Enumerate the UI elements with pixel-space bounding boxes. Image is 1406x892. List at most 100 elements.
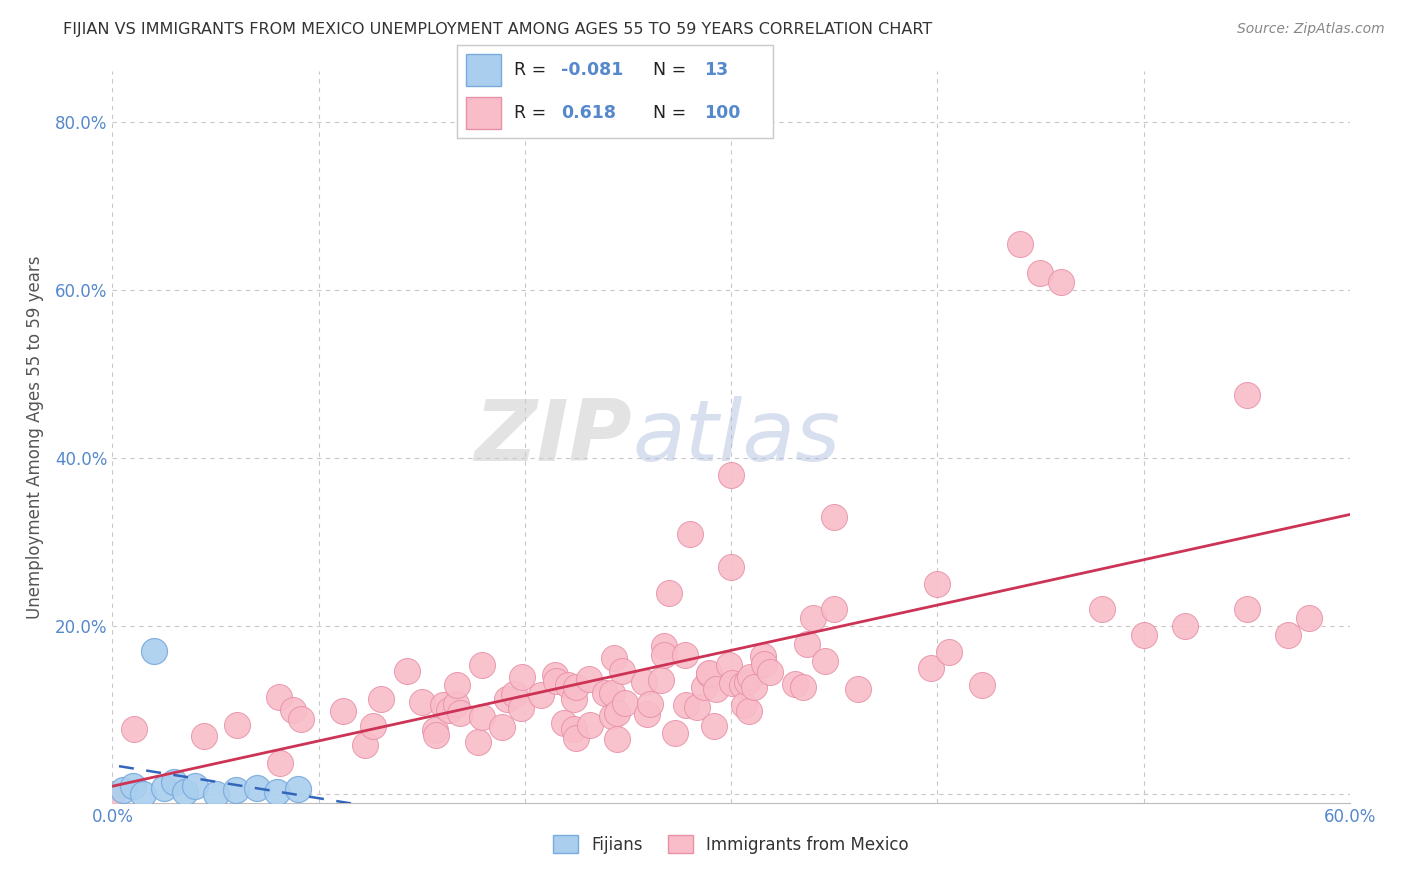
Point: [1236, 388, 1258, 402]
Point: [600, 709, 623, 723]
Text: N =: N =: [652, 104, 692, 122]
Point: [814, 654, 837, 668]
Point: [471, 710, 494, 724]
Point: [225, 783, 247, 797]
Point: [578, 718, 600, 732]
Point: [650, 673, 672, 687]
Point: [1091, 602, 1114, 616]
Point: [530, 689, 553, 703]
Point: [510, 670, 533, 684]
Point: [578, 672, 600, 686]
Point: [697, 667, 720, 681]
Point: [752, 657, 775, 671]
Point: [633, 675, 655, 690]
Point: [425, 728, 447, 742]
Point: [721, 676, 744, 690]
Point: [553, 716, 575, 731]
FancyBboxPatch shape: [467, 97, 502, 129]
Point: [703, 719, 725, 733]
Point: [446, 697, 468, 711]
Point: [742, 681, 765, 695]
Point: [423, 723, 446, 737]
Point: [610, 664, 633, 678]
Point: [673, 648, 696, 662]
Text: 13: 13: [704, 61, 728, 78]
Point: [699, 666, 721, 681]
Point: [846, 682, 869, 697]
Point: [1050, 275, 1073, 289]
Point: [411, 695, 433, 709]
Point: [603, 650, 626, 665]
Point: [290, 712, 312, 726]
Text: FIJIAN VS IMMIGRANTS FROM MEXICO UNEMPLOYMENT AMONG AGES 55 TO 59 YEARS CORRELAT: FIJIAN VS IMMIGRANTS FROM MEXICO UNEMPLO…: [63, 22, 932, 37]
Point: [163, 774, 186, 789]
Text: 0.618: 0.618: [561, 104, 616, 122]
Point: [730, 677, 752, 691]
Point: [509, 701, 531, 715]
Point: [738, 704, 761, 718]
Point: [675, 698, 697, 712]
Point: [281, 703, 304, 717]
Point: [437, 703, 460, 717]
Point: [720, 560, 742, 574]
Point: [801, 611, 824, 625]
Point: [396, 664, 419, 678]
Point: [287, 781, 309, 796]
Legend: Fijians, Immigrants from Mexico: Fijians, Immigrants from Mexico: [547, 829, 915, 860]
Point: [796, 638, 818, 652]
Text: R =: R =: [515, 104, 551, 122]
Point: [823, 510, 845, 524]
Point: [927, 577, 949, 591]
Point: [658, 585, 681, 599]
Point: [332, 704, 354, 718]
Point: [370, 691, 392, 706]
Point: [823, 602, 845, 616]
Point: [1277, 627, 1299, 641]
Point: [246, 780, 269, 795]
Point: [606, 732, 628, 747]
Point: [467, 734, 489, 748]
Point: [1298, 611, 1320, 625]
Point: [636, 707, 658, 722]
Point: [679, 526, 702, 541]
Point: [652, 640, 675, 654]
Point: [1174, 619, 1197, 633]
Point: [938, 645, 960, 659]
Point: [502, 688, 524, 702]
Point: [557, 677, 579, 691]
Point: [496, 692, 519, 706]
Point: [225, 718, 247, 732]
Point: [792, 681, 814, 695]
Point: [638, 698, 661, 712]
Point: [1132, 627, 1154, 641]
Point: [122, 779, 145, 793]
Point: [654, 648, 676, 662]
Text: ZIP: ZIP: [474, 395, 633, 479]
Point: [593, 686, 616, 700]
Point: [132, 788, 155, 802]
Point: [354, 738, 377, 752]
Point: [720, 467, 742, 482]
Text: -0.081: -0.081: [561, 61, 624, 78]
Point: [266, 785, 288, 799]
Point: [759, 665, 782, 679]
Point: [613, 696, 636, 710]
Point: [543, 668, 565, 682]
Point: [491, 721, 513, 735]
Point: [920, 661, 942, 675]
Point: [184, 779, 207, 793]
Point: [153, 780, 176, 795]
Y-axis label: Unemployment Among Ages 55 to 59 years: Unemployment Among Ages 55 to 59 years: [25, 255, 44, 619]
Point: [446, 678, 468, 692]
Point: [269, 690, 291, 705]
Point: [269, 756, 291, 770]
Text: R =: R =: [515, 61, 551, 78]
Text: atlas: atlas: [633, 395, 841, 479]
Point: [602, 686, 624, 700]
Point: [1008, 236, 1031, 251]
Point: [1029, 266, 1052, 280]
Point: [733, 698, 755, 713]
Point: [972, 678, 994, 692]
Text: Source: ZipAtlas.com: Source: ZipAtlas.com: [1237, 22, 1385, 37]
Point: [562, 691, 585, 706]
